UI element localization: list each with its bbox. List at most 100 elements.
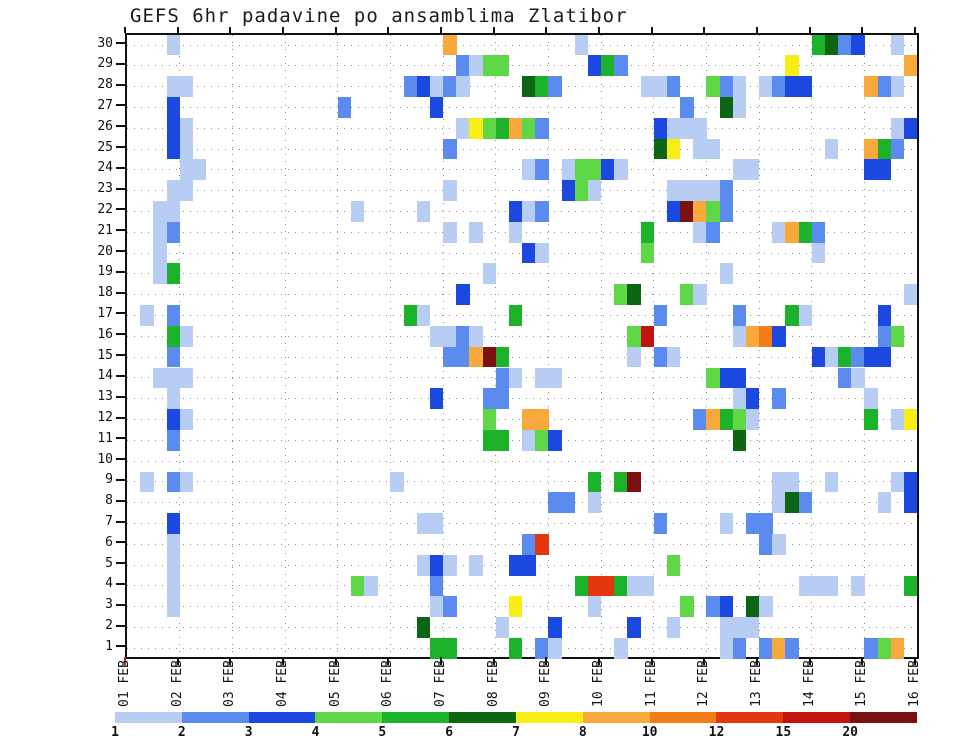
heatmap-cell xyxy=(482,55,497,77)
x-axis-label: 07 FEB xyxy=(433,660,448,707)
heatmap-cell xyxy=(772,221,786,243)
y-axis-tick xyxy=(116,354,125,357)
heatmap-cell xyxy=(443,34,457,56)
heatmap-cell xyxy=(153,367,167,389)
heatmap-cell xyxy=(508,367,523,389)
heatmap-cell xyxy=(429,554,444,576)
heatmap-cell xyxy=(522,242,536,264)
heatmap-cell xyxy=(166,533,181,555)
x-axis-label: 06 FEB xyxy=(380,660,396,707)
heatmap-cell xyxy=(535,117,549,139)
heatmap-cell xyxy=(179,117,194,139)
heatmap-cell xyxy=(877,159,892,181)
heatmap-cell xyxy=(495,429,510,451)
heatmap-cell xyxy=(666,138,681,160)
heatmap-cell xyxy=(877,305,892,326)
heatmap-cell xyxy=(179,159,194,181)
x-axis-tick-top xyxy=(598,27,600,33)
heatmap-cell xyxy=(719,513,734,534)
y-axis-tick xyxy=(116,520,125,523)
y-axis-label: 9 xyxy=(105,472,113,488)
heatmap-cell xyxy=(653,76,668,97)
color-scale-tick-label: 2 xyxy=(177,725,186,740)
heatmap-cell xyxy=(772,388,786,410)
heatmap-cell xyxy=(877,492,892,514)
heatmap-cell xyxy=(877,325,892,347)
heatmap-cell xyxy=(614,575,628,597)
row-gridline xyxy=(127,481,917,483)
heatmap-cell xyxy=(759,513,773,534)
heatmap-cell xyxy=(469,55,483,77)
color-scale-segment xyxy=(850,712,917,723)
heatmap-cell xyxy=(166,409,181,430)
y-axis-label: 24 xyxy=(97,160,113,176)
heatmap-cell xyxy=(522,159,536,181)
heatmap-cell xyxy=(680,117,694,139)
heatmap-cell xyxy=(482,346,497,368)
color-scale-tick-label: 15 xyxy=(775,725,792,740)
y-axis-label: 13 xyxy=(97,389,113,405)
heatmap-cell xyxy=(732,388,747,410)
heatmap-cell xyxy=(416,554,431,576)
color-scale-tick-label: 6 xyxy=(445,725,454,740)
heatmap-cell xyxy=(522,554,536,576)
heatmap-cell xyxy=(429,596,444,618)
heatmap-cell xyxy=(693,180,707,202)
y-axis-label: 16 xyxy=(97,326,113,342)
row-gridline xyxy=(127,502,917,504)
heatmap-cell xyxy=(706,180,720,202)
heatmap-cell xyxy=(166,575,181,597)
x-axis-label: 02 FEB xyxy=(169,660,185,707)
heatmap-cell xyxy=(772,471,786,493)
heatmap-cell xyxy=(166,596,181,618)
heatmap-cell xyxy=(179,138,194,160)
heatmap-cell xyxy=(719,409,734,430)
color-scale-tick-label: 7 xyxy=(512,725,520,740)
heatmap-cell xyxy=(166,325,181,347)
heatmap-cell xyxy=(495,617,510,638)
row-gridline xyxy=(127,398,917,400)
y-axis-tick xyxy=(116,395,125,398)
heatmap-cell xyxy=(429,76,444,97)
heatmap-cell xyxy=(680,596,694,618)
x-axis-tick xyxy=(229,657,232,665)
row-gridline xyxy=(127,44,917,46)
heatmap-cell xyxy=(574,575,589,597)
x-axis-tick-top xyxy=(650,27,653,33)
heatmap-cell xyxy=(482,429,497,451)
heatmap-cell xyxy=(666,617,681,638)
heatmap-cell xyxy=(877,138,892,160)
heatmap-cell xyxy=(456,55,470,77)
heatmap-cell xyxy=(166,263,181,285)
heatmap-cell xyxy=(890,637,905,659)
heatmap-cell xyxy=(601,55,615,77)
day-gridline xyxy=(389,35,391,657)
heatmap-cell xyxy=(864,159,878,181)
heatmap-cell xyxy=(416,201,431,222)
heatmap-cell xyxy=(864,637,878,659)
y-axis-label: 17 xyxy=(97,305,113,321)
y-axis-tick xyxy=(116,166,125,169)
heatmap-cell xyxy=(745,617,760,638)
heatmap-cell xyxy=(627,284,641,306)
heatmap-cell xyxy=(706,221,720,243)
heatmap-cell xyxy=(759,325,773,347)
x-axis-tick-top xyxy=(756,27,758,33)
heatmap-cell xyxy=(666,554,681,576)
heatmap-cell xyxy=(838,346,852,368)
heatmap-cell xyxy=(495,55,510,77)
heatmap-cell xyxy=(443,221,457,243)
heatmap-cell xyxy=(153,201,167,222)
heatmap-cell xyxy=(732,325,747,347)
x-axis-tick xyxy=(650,657,653,665)
heatmap-cell xyxy=(824,575,839,597)
y-axis-label: 23 xyxy=(97,181,113,197)
heatmap-cell xyxy=(429,637,444,659)
heatmap-cell xyxy=(482,117,497,139)
heatmap-cell xyxy=(680,284,694,306)
heatmap-cell xyxy=(403,305,418,326)
y-axis-label: 19 xyxy=(97,264,113,280)
heatmap-cell xyxy=(614,55,628,77)
heatmap-cell xyxy=(759,76,773,97)
heatmap-cell xyxy=(627,471,641,493)
